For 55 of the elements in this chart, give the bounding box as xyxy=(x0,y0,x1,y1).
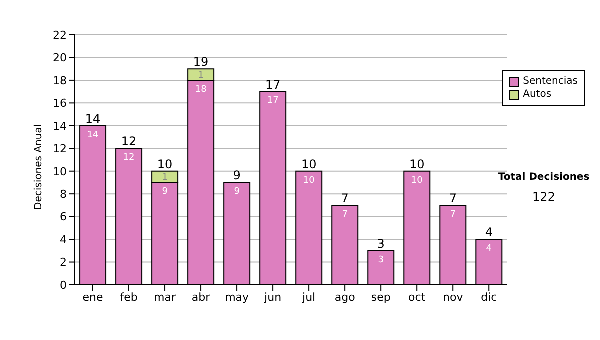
data-label: 3 xyxy=(378,255,384,266)
data-label: 7 xyxy=(342,210,348,220)
data-label: 9 xyxy=(162,187,168,198)
annotation: Total Decisiones xyxy=(497,172,591,183)
total-label: 19 xyxy=(193,55,209,70)
total-label: 10 xyxy=(409,157,425,172)
y-tick-label: 2 xyxy=(60,256,67,270)
text: 122 xyxy=(532,190,556,204)
data-label: 18 xyxy=(195,84,208,95)
x-tick-label: nov xyxy=(443,290,464,304)
x-tick-label: sep xyxy=(371,290,391,304)
x-tick-label: dic xyxy=(481,290,498,304)
y-tick-label: 16 xyxy=(53,97,67,110)
x-tick-label: feb xyxy=(120,290,138,304)
total-label: 12 xyxy=(121,134,137,149)
data-label: 17 xyxy=(267,96,279,106)
x-tick-label: abr xyxy=(192,290,211,304)
total-label: 10 xyxy=(157,157,173,172)
y-tick-label: 4 xyxy=(60,233,67,246)
data-label: 7 xyxy=(450,210,456,220)
y-axis-title: Decisiones Anual xyxy=(34,124,45,210)
y-tick-label: 14 xyxy=(53,120,67,133)
x-tick-label: mar xyxy=(154,290,176,304)
x-tick-label: may xyxy=(225,290,250,304)
legend-label: Autos xyxy=(523,88,552,101)
x-tick-label: jul xyxy=(302,290,316,304)
x-tick-label: jun xyxy=(264,290,282,304)
x-tick-label: oct xyxy=(408,290,426,304)
y-tick-label: 6 xyxy=(60,210,67,224)
data-label: 9 xyxy=(234,187,240,198)
x-tick-label: ene xyxy=(82,290,104,304)
data-label: 10 xyxy=(303,176,316,186)
total-label: 4 xyxy=(485,226,493,240)
data-label: 4 xyxy=(486,244,492,254)
total-label: 7 xyxy=(449,191,457,206)
total-label: 17 xyxy=(265,78,281,92)
total-label: 3 xyxy=(377,236,385,251)
y-tick-label: 8 xyxy=(60,188,67,201)
y-tick-label: 22 xyxy=(53,28,67,42)
y-tick-label: 10 xyxy=(53,165,67,178)
total-label: 10 xyxy=(301,157,317,172)
y-tick-label: 0 xyxy=(60,278,67,292)
data-label: 12 xyxy=(123,153,135,164)
total-label: 14 xyxy=(85,112,101,126)
data-label: 1 xyxy=(198,70,204,81)
legend-label: Sentencias xyxy=(523,75,578,88)
x-tick-label: ago xyxy=(334,290,356,304)
y-tick-label: 20 xyxy=(53,52,67,65)
y-tick-label: 12 xyxy=(53,142,67,156)
total-label: 7 xyxy=(341,191,349,206)
y-tick-label: 18 xyxy=(53,74,67,88)
data-label: 10 xyxy=(411,176,424,186)
total-label: 9 xyxy=(233,168,241,183)
data-label: 14 xyxy=(87,130,100,140)
data-label: 1 xyxy=(162,173,168,184)
